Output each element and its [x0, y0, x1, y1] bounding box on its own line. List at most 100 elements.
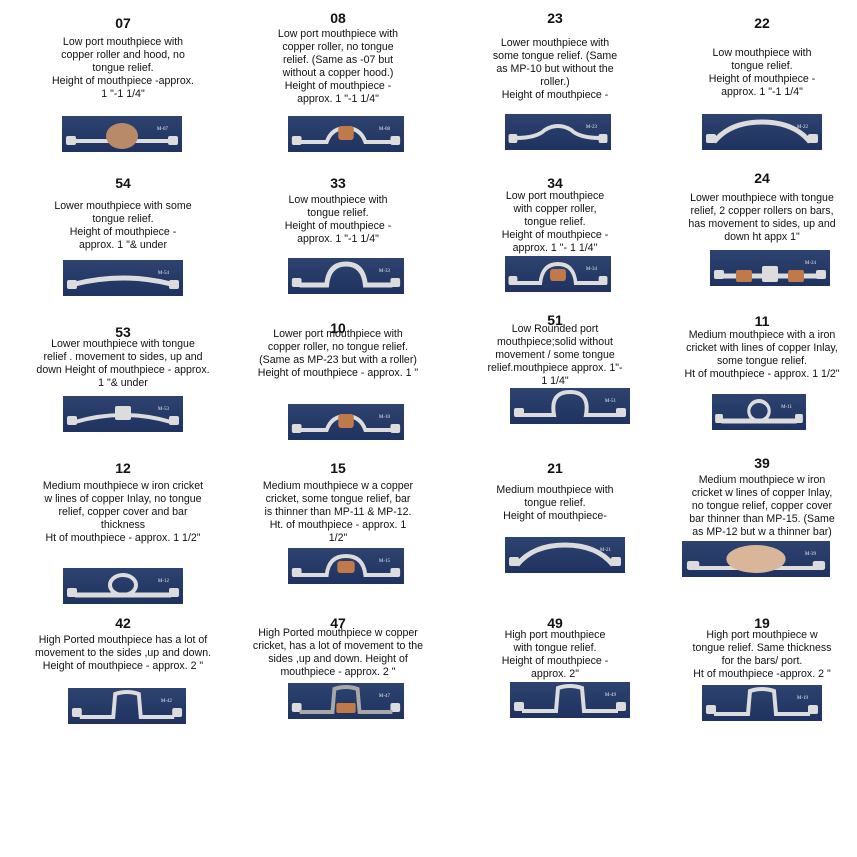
- item-number: 33: [330, 175, 346, 191]
- mouthpiece-item-08: 08 Low port mouthpiece with copper roller…: [233, 10, 443, 160]
- mouthpiece-photo: M-22: [702, 114, 822, 150]
- mouthpiece-photo: M-11: [712, 394, 806, 430]
- mouthpiece-photo: M-53: [63, 396, 183, 432]
- item-number: 11: [754, 313, 770, 329]
- mouthpiece-photo: M-39: [682, 541, 830, 577]
- photo-label: M-12: [157, 579, 169, 584]
- photo-label: M-42: [160, 699, 172, 704]
- mouthpiece-photo: M-51: [510, 388, 630, 424]
- photo-label: M-22: [796, 125, 808, 130]
- item-number: 49: [547, 615, 563, 631]
- mouthpiece-item-11: 11 Medium mouthpiece with a iron cricket …: [662, 310, 857, 460]
- item-description: Low mouthpiece with tongue relief. Heigh…: [284, 194, 392, 245]
- mouthpiece-photo: M-24: [710, 250, 830, 286]
- mouthpiece-photo: M-12: [63, 568, 183, 604]
- item-description: Lower port mouthpiece with copper roller…: [257, 328, 419, 379]
- mouthpiece-photo: M-33: [288, 258, 404, 294]
- mouthpiece-photo: M-10: [288, 404, 404, 440]
- item-description: High port mouthpiece w tongue relief. Sa…: [692, 629, 832, 680]
- mouthpiece-item-51: 51 Low Rounded port mouthpiece;solid with…: [455, 310, 655, 460]
- mouthpiece-item-49: 49 High port mouthpiece with tongue relie…: [455, 610, 655, 760]
- item-number: 22: [754, 15, 770, 31]
- item-number: 21: [547, 460, 563, 476]
- mouthpiece-photo: M-19: [702, 685, 822, 721]
- item-number: 54: [115, 175, 131, 191]
- item-description: Low port mouthpiece with copper roller, …: [501, 190, 609, 254]
- photo-label: M-49: [604, 693, 616, 698]
- photo-label: M-11: [781, 405, 792, 410]
- mouthpiece-photo: M-47: [288, 683, 404, 719]
- photo-label: M-34: [585, 267, 597, 272]
- item-number: 08: [330, 10, 346, 26]
- mouthpiece-item-24: 24 Lower mouthpiece with tongue relief, 2…: [662, 170, 857, 320]
- photo-label: M-53: [157, 407, 169, 412]
- mouthpiece-item-07: 07 Low port mouthpiece with copper roller…: [18, 10, 228, 160]
- mouthpiece-photo: M-21: [505, 537, 625, 573]
- item-description: High Ported mouthpiece w copper cricket,…: [252, 627, 424, 678]
- item-description: Medium mouthpiece with a iron cricket wi…: [684, 329, 840, 380]
- mouthpiece-photo: M-42: [68, 688, 186, 724]
- mouthpiece-item-12: 12 Medium mouthpiece w iron cricket w lin…: [18, 455, 228, 605]
- mouthpiece-item-19: 19 High port mouthpiece w tongue relief. …: [662, 610, 857, 760]
- item-description: High Ported mouthpiece has a lot of move…: [34, 634, 212, 672]
- item-description: Low Rounded port mouthpiece;solid withou…: [487, 323, 623, 387]
- item-description: Lower mouthpiece with tongue relief, 2 c…: [688, 192, 836, 243]
- photo-label: M-10: [378, 415, 390, 420]
- mouthpiece-item-22: 22 Low mouthpiece with tongue relief. Hei…: [662, 10, 857, 160]
- photo-label: M-21: [599, 548, 611, 553]
- item-number: 07: [115, 15, 131, 31]
- photo-label: M-51: [604, 399, 616, 404]
- item-number: 34: [547, 175, 563, 191]
- item-number: 42: [115, 615, 131, 631]
- item-number: 51: [547, 312, 563, 328]
- mouthpiece-photo: M-08: [288, 116, 404, 152]
- item-number: 12: [115, 460, 131, 476]
- mouthpiece-photo: M-23: [505, 114, 611, 150]
- mouthpiece-item-42: 42 High Ported mouthpiece has a lot of mo…: [18, 610, 228, 760]
- item-number: 15: [330, 460, 346, 476]
- item-number: 10: [330, 320, 346, 336]
- mouthpiece-item-33: 33 Low mouthpiece with tongue relief. Hei…: [233, 170, 443, 320]
- photo-label: M-08: [378, 127, 390, 132]
- photo-label: M-23: [585, 125, 597, 130]
- mouthpiece-item-21: 21 Medium mouthpiece with tongue relief. …: [455, 455, 655, 605]
- item-description: Lower mouthpiece with tongue relief . mo…: [36, 338, 210, 389]
- item-description: Medium mouthpiece w a copper cricket, so…: [262, 480, 414, 544]
- item-description: Medium mouthpiece w iron cricket w lines…: [42, 480, 204, 544]
- mouthpiece-photo: M-07: [62, 116, 182, 152]
- mouthpiece-item-10: 10 Lower port mouthpiece with copper roll…: [233, 310, 443, 460]
- mouthpiece-item-54: 54 Lower mouthpiece with some tongue reli…: [18, 170, 228, 320]
- mouthpiece-item-47: 47 High Ported mouthpiece w copper cricke…: [233, 610, 443, 760]
- item-description: High port mouthpiece with tongue relief.…: [501, 629, 609, 680]
- mouthpiece-item-15: 15 Medium mouthpiece w a copper cricket, …: [233, 455, 443, 605]
- item-number: 23: [547, 10, 563, 26]
- photo-label: M-39: [804, 552, 816, 557]
- item-description: Medium mouthpiece with tongue relief. He…: [496, 484, 614, 522]
- photo-label: M-33: [378, 269, 390, 274]
- item-description: Lower mouthpiece with some tongue relief…: [54, 200, 192, 251]
- item-number: 39: [754, 455, 770, 471]
- item-description: Low mouthpiece with tongue relief. Heigh…: [708, 47, 816, 98]
- item-number: 53: [115, 324, 131, 340]
- mouthpiece-item-39: 39 Medium mouthpiece w iron cricket w lin…: [662, 455, 857, 605]
- item-description: Medium mouthpiece w iron cricket w lines…: [689, 474, 835, 538]
- photo-label: M-07: [156, 127, 168, 132]
- item-description: Lower mouthpiece with some tongue relief…: [492, 37, 618, 101]
- photo-label: M-15: [378, 559, 390, 564]
- photo-label: M-24: [804, 261, 816, 266]
- mouthpiece-item-23: 23 Lower mouthpiece with some tongue reli…: [455, 10, 655, 160]
- mouthpiece-item-34: 34 Low port mouthpiece with copper roller…: [455, 170, 655, 320]
- item-number: 19: [754, 615, 770, 631]
- item-number: 47: [330, 615, 346, 631]
- item-description: Low port mouthpiece with copper roller a…: [52, 36, 194, 100]
- photo-label: M-19: [796, 696, 808, 701]
- photo-label: M-47: [378, 694, 390, 699]
- mouthpiece-photo: M-49: [510, 682, 630, 718]
- mouthpiece-item-53: 53 Lower mouthpiece with tongue relief . …: [18, 310, 228, 460]
- item-description: Low port mouthpiece with copper roller, …: [277, 28, 399, 105]
- mouthpiece-photo: M-34: [505, 256, 611, 292]
- item-number: 24: [754, 170, 770, 186]
- mouthpiece-photo: M-54: [63, 260, 183, 296]
- mouthpiece-photo: M-15: [288, 548, 404, 584]
